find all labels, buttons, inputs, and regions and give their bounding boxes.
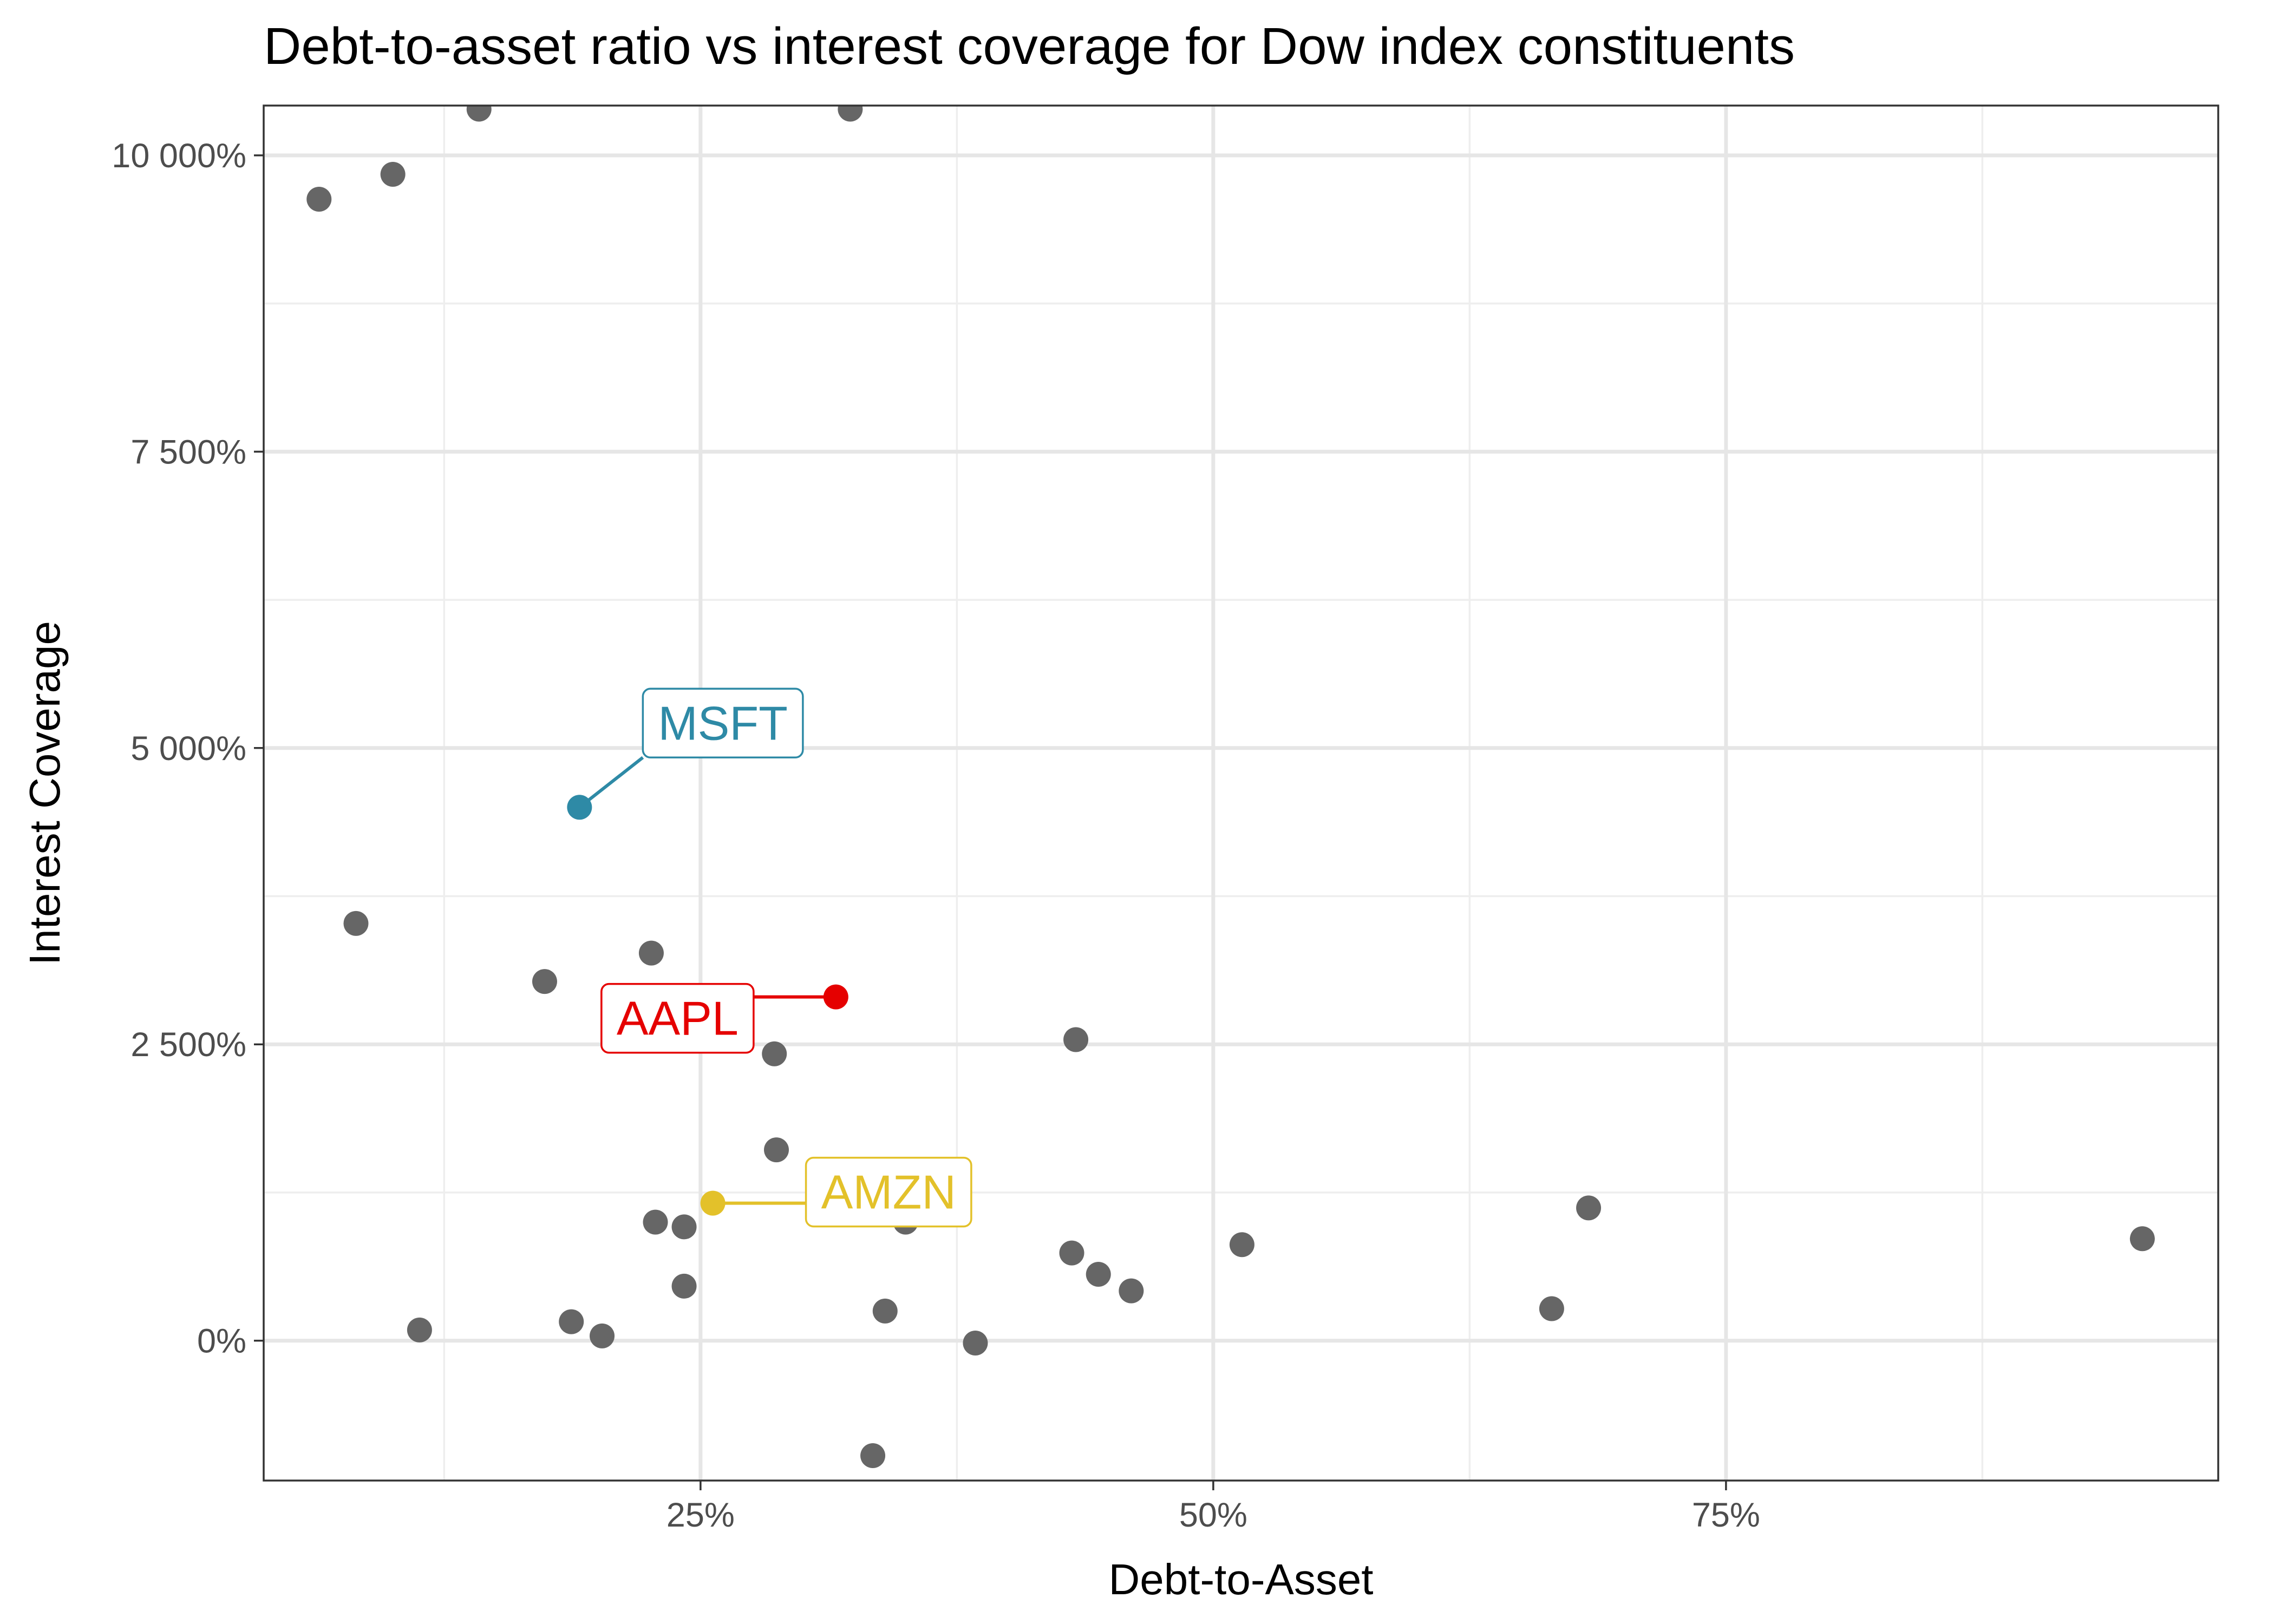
label-box-aapl <box>600 983 755 1054</box>
y-tick-label: 7 500% <box>130 433 246 471</box>
data-point <box>466 106 492 122</box>
label-amzn: AMZN <box>805 1156 972 1228</box>
point-labels: MSFT AAPL AMZN <box>578 687 972 1228</box>
data-point <box>1229 1232 1254 1258</box>
y-tick-label: 0% <box>197 1322 246 1360</box>
data-point <box>838 106 863 122</box>
data-point <box>559 1309 584 1334</box>
label-box-msft <box>642 687 804 759</box>
data-point <box>590 1323 615 1348</box>
data-point <box>306 186 332 212</box>
y-tick-label: 10 000% <box>112 137 246 175</box>
data-point <box>532 969 557 994</box>
label-text-msft: MSFT <box>658 696 788 750</box>
data-points <box>306 106 2155 1469</box>
x-tick-label: 50% <box>1179 1496 1247 1534</box>
y-tick-label: 5 000% <box>130 730 246 768</box>
data-point <box>638 940 664 966</box>
y-tick-label: 2 500% <box>130 1026 246 1064</box>
data-point <box>343 911 369 936</box>
data-point <box>764 1137 789 1163</box>
data-point <box>407 1317 432 1343</box>
grid <box>264 106 2218 1481</box>
x-axis-title: Debt-to-Asset <box>1108 1555 1373 1603</box>
data-point <box>1086 1262 1111 1287</box>
chart-title: Debt-to-asset ratio vs interest coverage… <box>264 17 1795 75</box>
label-connector-msft <box>578 756 644 809</box>
data-point <box>860 1443 886 1469</box>
data-point <box>2129 1226 2155 1252</box>
data-point <box>1576 1195 1602 1221</box>
label-box-amzn <box>805 1156 972 1228</box>
y-axis-title: Interest Coverage <box>21 621 69 965</box>
plot-panel-border <box>263 104 2219 1482</box>
data-point <box>1539 1296 1564 1321</box>
data-point <box>1119 1278 1144 1304</box>
axes: 25% 50% 75% 0% 2 500% 5 000% 7 500% 10 000% <box>112 137 1760 1534</box>
data-point <box>1059 1240 1084 1266</box>
data-point <box>643 1209 668 1235</box>
label-msft: MSFT <box>642 687 804 759</box>
data-point <box>963 1331 988 1355</box>
data-point <box>762 1041 787 1066</box>
x-tick-label: 75% <box>1692 1496 1760 1534</box>
label-aapl: AAPL <box>600 983 755 1054</box>
data-point <box>872 1298 898 1324</box>
data-point <box>671 1273 697 1299</box>
label-text-aapl: AAPL <box>617 992 739 1045</box>
data-point <box>380 162 406 187</box>
data-point <box>671 1214 697 1240</box>
label-text-amzn: AMZN <box>821 1165 956 1219</box>
data-point <box>1063 1027 1089 1052</box>
x-tick-label: 25% <box>666 1496 735 1534</box>
